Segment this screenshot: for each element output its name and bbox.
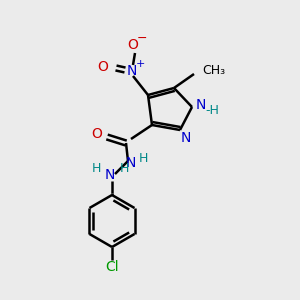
Text: O: O [98,60,108,74]
Text: CH₃: CH₃ [202,64,225,76]
Text: −: − [137,32,147,44]
Text: H: H [119,163,129,176]
Text: N: N [126,156,136,170]
Text: Cl: Cl [105,260,119,274]
Text: O: O [128,38,138,52]
Text: N: N [196,98,206,112]
Text: H: H [138,152,148,164]
Text: O: O [92,127,102,141]
Text: +: + [135,59,145,69]
Text: N: N [181,131,191,145]
Text: N: N [105,168,115,182]
Text: H: H [91,163,101,176]
Text: -H: -H [205,103,219,116]
Text: N: N [127,64,137,78]
